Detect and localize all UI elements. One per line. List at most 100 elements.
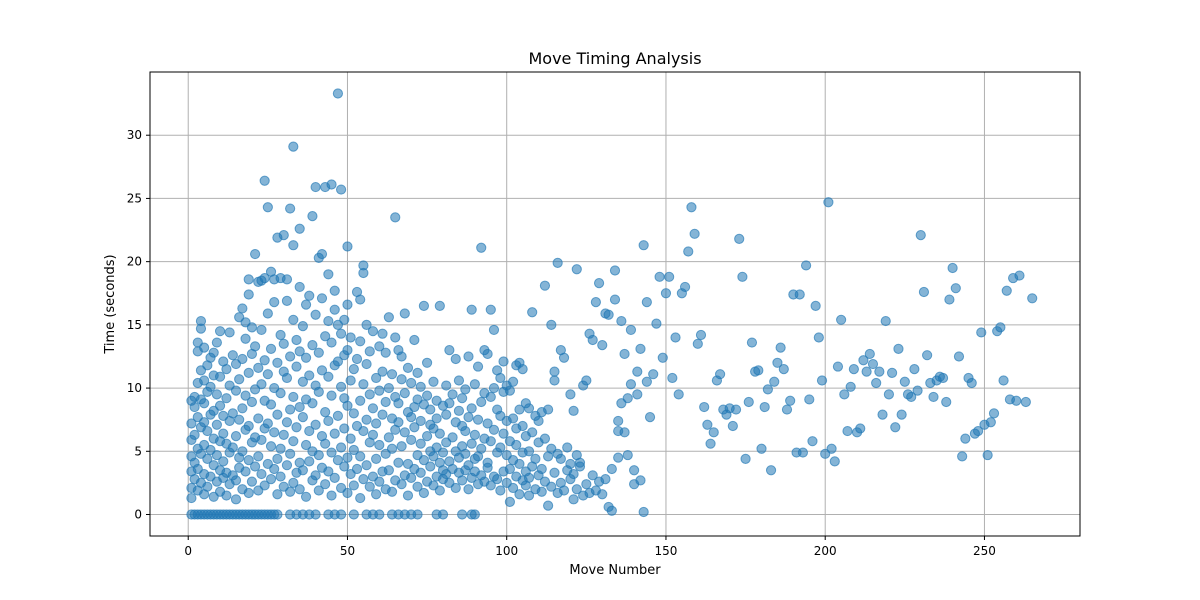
data-point: [683, 246, 694, 257]
data-point: [342, 345, 353, 356]
data-point: [402, 362, 414, 373]
data-point: [848, 364, 859, 375]
data-point: [361, 460, 372, 471]
data-point: [335, 328, 347, 339]
data-point: [386, 369, 398, 380]
x-tick-label: 200: [814, 544, 837, 558]
data-point: [237, 353, 248, 365]
data-point: [447, 432, 458, 443]
data-point: [313, 347, 324, 358]
data-point: [221, 393, 232, 404]
data-point: [571, 484, 582, 495]
data-point: [543, 500, 554, 511]
data-point: [428, 376, 439, 387]
data-point: [243, 487, 254, 499]
data-point: [316, 248, 328, 260]
data-point: [460, 425, 471, 437]
data-point: [288, 141, 299, 152]
data-point: [406, 412, 417, 423]
data-point: [269, 463, 280, 475]
data-point: [323, 466, 334, 477]
data-point: [323, 371, 334, 382]
data-point: [415, 381, 426, 392]
data-point: [240, 333, 251, 344]
data-point: [762, 384, 773, 395]
data-point: [670, 332, 681, 343]
data-point: [364, 389, 375, 400]
data-point: [466, 438, 477, 449]
data-point: [320, 438, 331, 449]
data-point: [234, 374, 245, 385]
data-point: [523, 490, 535, 501]
data-point: [355, 294, 366, 305]
data-point: [769, 376, 780, 387]
data-point: [348, 509, 359, 520]
data-point: [482, 418, 493, 429]
data-point: [437, 447, 449, 458]
data-point: [211, 389, 222, 400]
data-point: [399, 388, 410, 399]
data-point: [390, 332, 401, 343]
data-point: [326, 337, 337, 348]
data-point: [313, 449, 324, 461]
data-point: [256, 434, 267, 446]
data-point: [205, 381, 216, 392]
data-point: [199, 342, 210, 353]
data-point: [221, 364, 232, 375]
data-point: [195, 315, 207, 327]
data-point: [727, 420, 738, 432]
data-point: [495, 372, 506, 384]
data-point: [450, 482, 461, 494]
data-point: [386, 443, 398, 454]
data-point: [418, 300, 430, 311]
data-point: [858, 355, 869, 366]
data-point: [498, 356, 509, 367]
data-point: [622, 393, 633, 404]
data-point: [367, 326, 379, 337]
y-tick-label: 15: [127, 318, 142, 332]
data-point: [893, 343, 904, 354]
data-point: [320, 331, 331, 342]
data-point: [218, 428, 229, 439]
data-point: [406, 377, 417, 389]
data-point: [737, 271, 748, 282]
data-point: [288, 314, 299, 325]
data-point: [412, 367, 423, 379]
data-point: [832, 361, 844, 372]
data-point: [300, 439, 312, 451]
data-point: [256, 468, 267, 480]
data-point: [679, 281, 691, 293]
data-point: [775, 342, 786, 353]
data-point: [855, 423, 866, 434]
data-point: [543, 404, 554, 415]
grid-lines: [150, 72, 1080, 536]
data-point: [208, 347, 219, 358]
data-point: [638, 506, 649, 518]
data-point: [237, 403, 248, 414]
data-point: [240, 466, 251, 477]
data-point: [358, 267, 369, 279]
data-point: [463, 351, 474, 362]
data-point: [498, 428, 509, 439]
data-point: [549, 467, 560, 478]
data-point: [482, 348, 493, 360]
data-point: [243, 367, 254, 379]
data-point: [495, 442, 506, 453]
data-point: [259, 355, 270, 366]
data-point: [351, 463, 363, 475]
data-point: [253, 451, 264, 462]
data-point: [928, 391, 939, 403]
data-point: [269, 427, 280, 438]
data-point: [457, 475, 468, 486]
data-point: [421, 431, 433, 442]
data-point: [972, 425, 984, 437]
data-point: [189, 401, 200, 413]
data-point: [415, 467, 426, 478]
data-point: [335, 381, 347, 392]
data-point: [332, 356, 344, 367]
data-point: [906, 391, 917, 403]
data-point: [492, 474, 503, 485]
data-point: [202, 453, 213, 464]
data-point: [367, 403, 379, 414]
data-point: [523, 472, 535, 483]
